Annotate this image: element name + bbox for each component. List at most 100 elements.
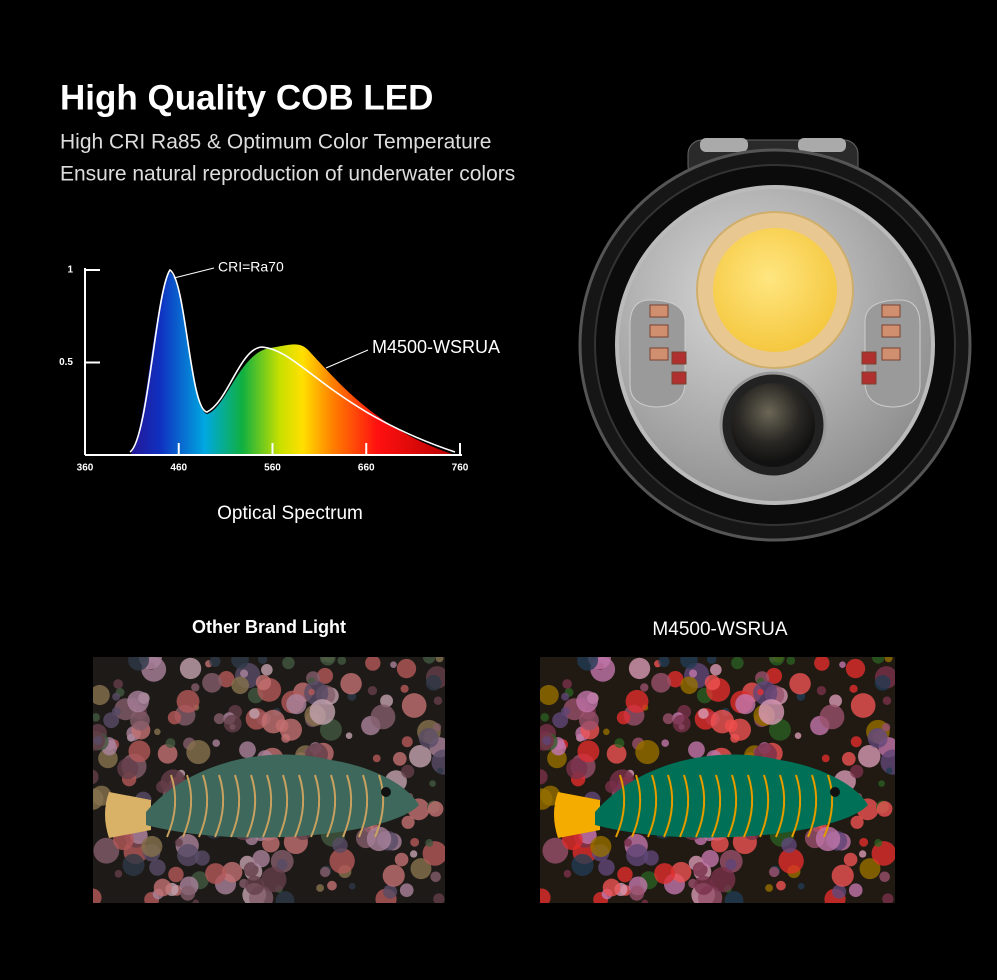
reef <box>694 875 714 895</box>
reef <box>561 692 570 701</box>
reef <box>93 888 102 903</box>
reef <box>93 713 101 722</box>
x-tick-label: 660 <box>358 463 375 474</box>
y-tick-label: 1 <box>67 265 73 276</box>
comparison-label: Other Brand Light <box>192 617 346 637</box>
reef <box>409 850 418 858</box>
reef <box>179 657 202 680</box>
reef <box>850 736 862 748</box>
reef <box>93 769 99 785</box>
reef <box>423 657 436 664</box>
reef <box>698 708 709 719</box>
fish-stripe <box>246 774 257 838</box>
annotation: CRI=Ra70 <box>218 259 284 275</box>
reef <box>704 674 721 691</box>
reef <box>380 694 394 708</box>
reef <box>540 684 559 706</box>
subtitle: High CRI Ra85 & Optimum Color Temperatur… <box>60 131 491 154</box>
fish-stripe <box>679 774 690 838</box>
reef <box>317 667 334 684</box>
reef <box>127 690 149 713</box>
x-tick-label: 460 <box>170 463 187 474</box>
reef <box>831 864 854 887</box>
title: High Quality COB LED <box>60 78 433 117</box>
fish-stripe <box>294 774 305 838</box>
reef <box>433 723 442 732</box>
reef <box>843 852 858 867</box>
reef <box>832 884 847 899</box>
reef <box>252 849 270 868</box>
reef <box>176 689 200 713</box>
reef <box>192 899 199 903</box>
reef <box>680 676 698 695</box>
reef <box>757 688 764 696</box>
reef <box>874 674 891 691</box>
reef <box>766 667 783 684</box>
reef <box>563 869 572 878</box>
reef <box>710 709 735 734</box>
reef <box>814 657 830 671</box>
fish-body <box>146 754 419 838</box>
reef <box>882 893 894 903</box>
reef <box>382 864 405 887</box>
reef <box>205 863 227 885</box>
reef <box>429 780 436 787</box>
reef <box>616 710 631 725</box>
reef <box>661 739 670 747</box>
reef <box>542 837 569 864</box>
reef <box>337 657 347 665</box>
fish-tail <box>105 792 151 838</box>
reef <box>672 714 691 733</box>
reef <box>319 866 331 878</box>
reef <box>680 657 698 669</box>
reef <box>112 692 121 701</box>
reef <box>850 693 876 718</box>
reef <box>231 676 249 695</box>
reef <box>753 680 778 706</box>
fish-eye <box>830 787 840 797</box>
spectrum-curve <box>129 268 456 453</box>
reef <box>401 693 427 718</box>
reef <box>879 871 890 883</box>
reef <box>871 841 895 866</box>
reef <box>418 728 439 749</box>
reef <box>542 736 552 746</box>
reef <box>815 826 841 852</box>
reef <box>603 728 610 736</box>
reef <box>114 869 123 878</box>
reef <box>401 815 415 829</box>
reef <box>579 710 599 731</box>
fish-stripe <box>695 774 706 838</box>
reef <box>651 672 671 693</box>
reef <box>577 740 600 763</box>
reef <box>433 696 443 705</box>
reef <box>819 704 845 730</box>
reef <box>577 657 599 671</box>
reef <box>571 853 594 876</box>
reef <box>776 880 786 891</box>
reef <box>275 891 295 903</box>
reef <box>540 769 548 785</box>
x-tick-label: 760 <box>452 463 469 474</box>
reef <box>279 718 302 741</box>
reef <box>768 866 780 878</box>
reef <box>212 739 221 747</box>
reef <box>366 826 392 852</box>
reef <box>876 801 893 817</box>
reef <box>850 815 864 829</box>
fish-stripe <box>310 774 321 838</box>
reef <box>816 685 827 696</box>
reef <box>427 801 444 817</box>
reef <box>670 861 692 883</box>
reef <box>180 885 196 901</box>
reef <box>168 866 184 883</box>
reef <box>245 875 265 895</box>
reef <box>710 834 729 853</box>
fish-stripe <box>631 774 642 838</box>
reef <box>320 657 336 666</box>
reef <box>552 712 569 729</box>
reef <box>829 694 843 708</box>
reef <box>658 657 670 668</box>
reef <box>372 754 381 763</box>
